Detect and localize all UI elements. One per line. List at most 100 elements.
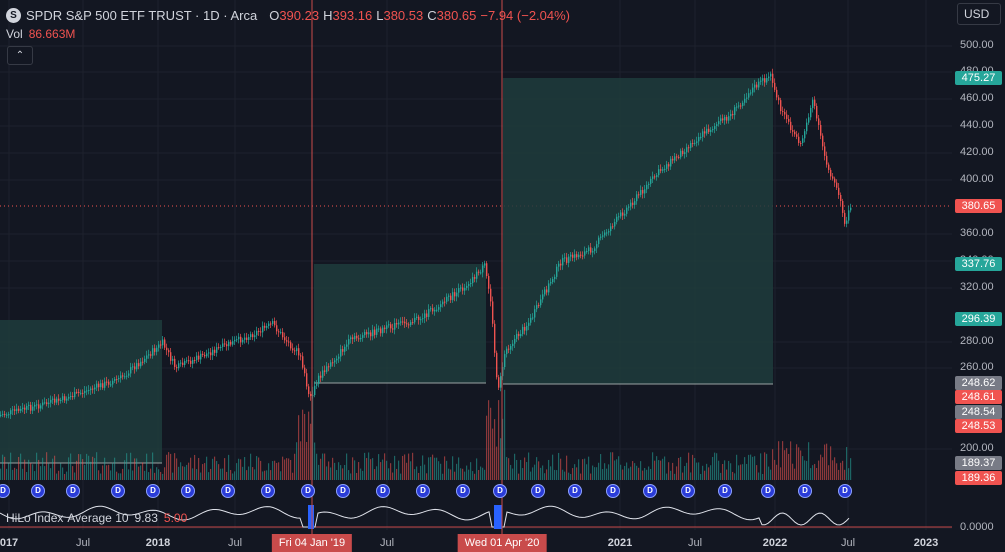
candle-body — [728, 116, 730, 121]
dividend-d-icon[interactable]: D — [568, 484, 582, 498]
candle-body — [602, 235, 604, 237]
dividend-d-icon[interactable]: D — [0, 484, 10, 498]
candle-body — [104, 381, 106, 388]
volume-bar — [746, 463, 748, 480]
dividend-d-icon[interactable]: D — [416, 484, 430, 498]
collapse-legend-button[interactable]: ⌃ — [7, 46, 33, 65]
volume-bar — [36, 452, 38, 480]
volume-bar — [276, 462, 278, 480]
candle-body — [818, 118, 820, 125]
candle-body — [4, 414, 6, 416]
dividend-d-icon[interactable]: D — [301, 484, 315, 498]
candle-body — [494, 323, 496, 353]
candle-body — [306, 373, 308, 387]
volume-bar — [82, 459, 84, 480]
volume-bar — [354, 460, 356, 480]
candle-body — [90, 388, 92, 391]
candle-body — [424, 313, 426, 319]
candle-body — [460, 287, 462, 289]
dividend-d-icon[interactable]: D — [146, 484, 160, 498]
crosshair-date-label-1: Fri 04 Jan '19 — [271, 534, 353, 552]
price-label: 189.36 — [955, 471, 1002, 485]
volume-bar — [438, 461, 440, 480]
candle-body — [486, 263, 488, 277]
volume-bar — [326, 466, 328, 480]
dividend-d-icon[interactable]: D — [336, 484, 350, 498]
volume-bar — [618, 456, 620, 480]
hilo-line — [0, 505, 850, 528]
candle-body — [148, 354, 150, 356]
volume-legend[interactable]: Vol 86.663M — [6, 27, 75, 41]
time-tick: Jul — [687, 537, 703, 549]
volume-bar — [394, 455, 396, 480]
volume-bar — [734, 473, 736, 480]
volume-bar — [550, 466, 552, 480]
dividend-d-icon[interactable]: D — [493, 484, 507, 498]
price-label: 475.27 — [955, 71, 1002, 85]
volume-bar — [100, 473, 102, 480]
candle-body — [684, 152, 686, 155]
volume-bar — [486, 415, 488, 480]
volume-bar — [184, 466, 186, 480]
dividend-d-icon[interactable]: D — [531, 484, 545, 498]
dividend-d-icon[interactable]: D — [181, 484, 195, 498]
candle-body — [52, 398, 54, 400]
volume-bar — [124, 460, 126, 480]
volume-bar — [224, 458, 226, 480]
candle-body — [102, 383, 104, 388]
volume-bar — [70, 453, 72, 480]
dividend-d-icon[interactable]: D — [798, 484, 812, 498]
dividend-d-icon[interactable]: D — [221, 484, 235, 498]
candle-body — [788, 118, 790, 122]
candle-body — [600, 236, 602, 238]
candle-body — [644, 189, 646, 194]
candle-body — [62, 396, 64, 400]
volume-bar — [456, 463, 458, 480]
volume-bar — [246, 470, 248, 480]
volume-bar — [410, 461, 412, 480]
dividend-d-icon[interactable]: D — [456, 484, 470, 498]
volume-bar — [462, 468, 464, 480]
dividend-d-icon[interactable]: D — [718, 484, 732, 498]
volume-bar — [110, 470, 112, 480]
candle-body — [556, 266, 558, 277]
dividend-d-icon[interactable]: D — [261, 484, 275, 498]
candle-body — [618, 216, 620, 218]
currency-selector[interactable]: USD — [957, 3, 1001, 25]
volume-bar — [222, 468, 224, 480]
volume-bar — [542, 465, 544, 480]
price-label: 248.53 — [955, 419, 1002, 433]
volume-bar — [344, 464, 346, 480]
volume-bar — [702, 465, 704, 480]
hilo-legend[interactable]: HiLo Index Average 10 9.83 5.00 — [6, 511, 187, 525]
candle-body — [60, 399, 62, 401]
dividend-d-icon[interactable]: D — [376, 484, 390, 498]
dividend-d-icon[interactable]: D — [681, 484, 695, 498]
volume-bar — [68, 457, 70, 480]
volume-bar — [580, 473, 582, 480]
volume-bar — [370, 459, 372, 480]
volume-bar — [396, 468, 398, 480]
volume-bar — [466, 465, 468, 480]
dividend-d-icon[interactable]: D — [111, 484, 125, 498]
volume-bar — [358, 462, 360, 480]
dividend-d-icon[interactable]: D — [838, 484, 852, 498]
dividend-d-icon[interactable]: D — [606, 484, 620, 498]
volume-bar — [304, 413, 306, 480]
candle-body — [176, 366, 178, 369]
volume-bar — [594, 467, 596, 480]
dividend-d-icon[interactable]: D — [761, 484, 775, 498]
symbol-logo-icon: S — [6, 7, 21, 23]
dividend-d-icon[interactable]: D — [66, 484, 80, 498]
volume-bar — [60, 463, 62, 480]
candle-body — [500, 376, 502, 388]
dividend-d-icon[interactable]: D — [31, 484, 45, 498]
dividend-d-icon[interactable]: D — [643, 484, 657, 498]
volume-bar — [352, 457, 354, 480]
candle-body — [462, 287, 464, 291]
volume-bar — [680, 456, 682, 480]
symbol-title[interactable]: SPDR S&P 500 ETF TRUST · 1D · Arca — [26, 7, 258, 23]
candle-body — [28, 404, 30, 406]
volume-bar — [810, 468, 812, 480]
